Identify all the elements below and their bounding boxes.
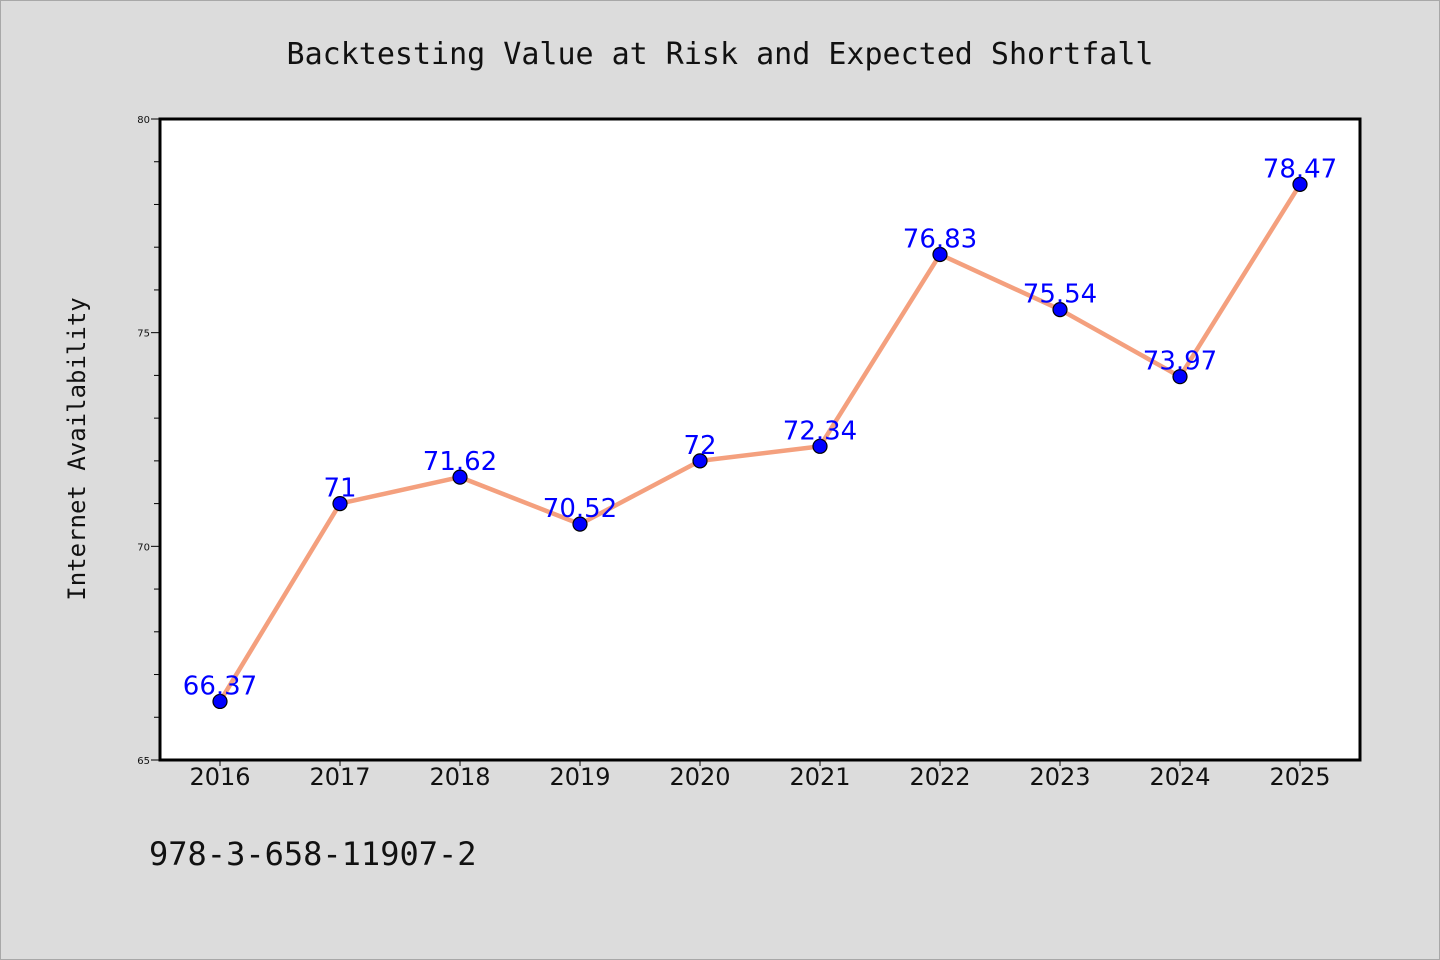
data-label: 73.97: [1143, 347, 1217, 377]
x-tick-label: 2022: [909, 763, 970, 791]
y-tick-label: 75: [137, 329, 150, 340]
x-tick-label: 2016: [189, 763, 250, 791]
x-tick-label: 2017: [309, 763, 370, 791]
data-label: 75.54: [1023, 280, 1097, 310]
data-point: [332, 496, 348, 512]
footnote-text: 978-3-658-11907-2: [149, 835, 477, 873]
data-label: 66.37: [183, 671, 257, 701]
series-layer: 66.37 71 71.62 70.52 72 72.34 76.83 75.54 73.97 7…: [183, 154, 1337, 710]
y-tick-label: 65: [137, 756, 150, 767]
data-label: 76.83: [903, 224, 977, 254]
data-label: 72.34: [783, 416, 857, 446]
y-tick-label: 70: [137, 542, 150, 553]
x-tick-label: 2021: [789, 763, 850, 791]
y-axis: 65 70 75 80: [137, 115, 160, 767]
chart-title: Backtesting Value at Risk and Expected S…: [287, 37, 1154, 72]
data-point: [212, 693, 228, 710]
data-label: 78.47: [1263, 154, 1337, 184]
x-axis: 2016 2017 2018 2019 2020 2021 2022 2023 2024 2025: [189, 760, 1331, 791]
data-label: 71.62: [423, 447, 497, 477]
data-point: [452, 469, 468, 485]
data-point: [1172, 369, 1188, 385]
data-point: [692, 453, 708, 469]
data-point: [1052, 301, 1068, 318]
x-tick-label: 2025: [1269, 763, 1330, 791]
x-tick-label: 2023: [1029, 763, 1090, 791]
data-label: 71: [323, 474, 356, 504]
y-tick-label: 80: [137, 115, 150, 126]
x-tick-label: 2018: [429, 763, 490, 791]
y-axis-label: Internet Availability: [63, 297, 91, 600]
data-label: 70.52: [543, 494, 617, 524]
x-tick-label: 2020: [669, 763, 730, 791]
data-label: 72: [683, 431, 716, 461]
series-line: [217, 182, 1303, 704]
plot-area: [160, 119, 1360, 760]
x-tick-label: 2024: [1149, 763, 1210, 791]
x-tick-label: 2019: [549, 763, 610, 791]
data-point: [812, 438, 828, 454]
data-point: [572, 516, 588, 532]
data-point: [1292, 176, 1308, 192]
data-point: [932, 246, 948, 263]
plot-frame: [158, 117, 1362, 762]
